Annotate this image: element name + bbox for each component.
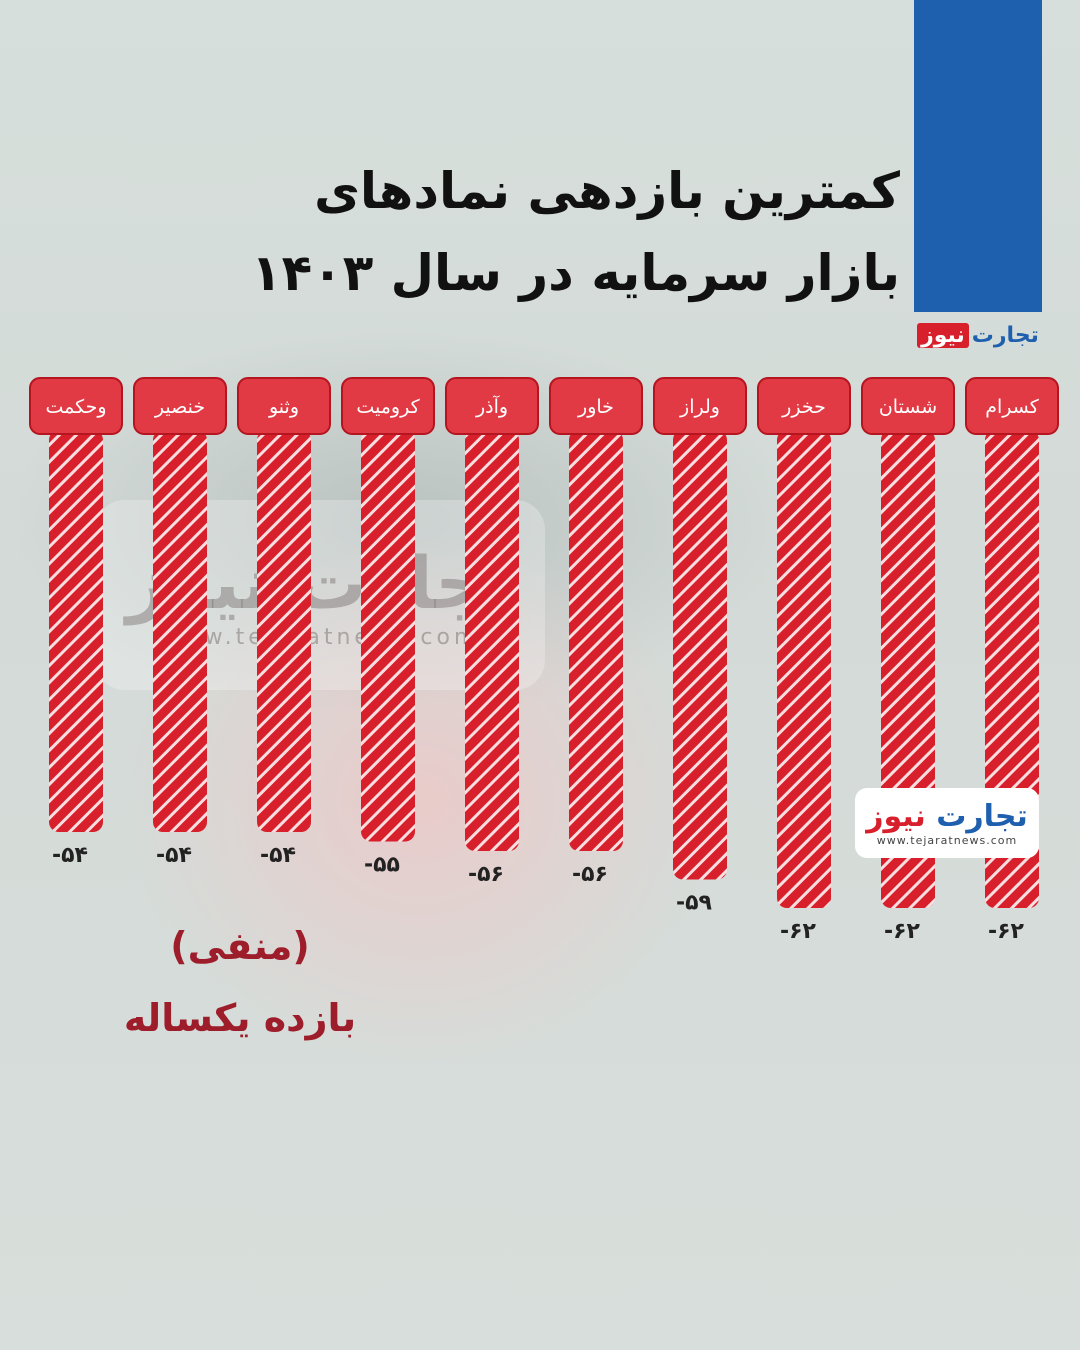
bar — [569, 430, 623, 851]
bar-group: کسرام -۶۲ — [965, 377, 1059, 944]
chart-caption: (منفی) بازده یکساله — [60, 910, 420, 1054]
category-label: شستان — [879, 396, 937, 418]
brand-logo-box: تجارت نیوز www.tejaratnews.com — [855, 788, 1039, 858]
category-label: وآذر — [475, 394, 508, 418]
category-label: وثنو — [268, 396, 299, 418]
category-label-box — [29, 377, 123, 435]
value-label: -۵۶ — [572, 862, 608, 887]
watermark-url: www.tejaratnews.com — [160, 624, 480, 650]
category-label-box — [445, 377, 539, 435]
blue-accent-tab — [914, 0, 1042, 312]
bar — [673, 430, 727, 880]
bar — [49, 430, 103, 832]
bar-group: وآذر -۵۶ — [445, 377, 539, 887]
brand-logo-url: www.tejaratnews.com — [876, 833, 1018, 847]
value-label: -۵۹ — [676, 891, 712, 916]
brand-name-part2: نیوز — [917, 322, 969, 348]
bar — [257, 430, 311, 832]
brand-logo-text: تجارت نیوز — [866, 798, 1028, 834]
caption-line-2: بازده یکساله — [123, 996, 357, 1040]
bar — [777, 430, 831, 908]
category-label: ولراز — [679, 396, 720, 418]
category-label: خنصیر — [154, 396, 205, 418]
value-label: -۵۴ — [260, 843, 296, 868]
category-label-box — [861, 377, 955, 435]
bar-group: خنصیر -۵۴ — [133, 377, 227, 868]
category-label-box — [133, 377, 227, 435]
value-label: -۶۲ — [780, 919, 817, 944]
caption-line-1: (منفی) — [170, 924, 310, 968]
category-label: خاور — [577, 396, 614, 418]
value-label: -۵۵ — [364, 853, 400, 878]
bar-group: کرومیت -۵۵ — [341, 377, 435, 878]
brand-logo-small: تجارت نیوز — [914, 318, 1042, 352]
bar-group: خاور -۵۶ — [549, 377, 643, 887]
value-label: -۶۲ — [884, 919, 921, 944]
bar — [465, 430, 519, 851]
value-label: -۵۴ — [52, 843, 88, 868]
category-label: حخزر — [781, 396, 826, 418]
bar-group: ولراز -۵۹ — [653, 377, 747, 916]
category-label-box — [341, 377, 435, 435]
value-label: -۶۲ — [988, 919, 1025, 944]
value-label: -۵۴ — [156, 843, 192, 868]
category-label-box — [653, 377, 747, 435]
bar-group: وحکمت -۵۴ — [29, 377, 123, 868]
category-label: کرومیت — [356, 396, 420, 418]
bar-group: شستان -۶۲ — [861, 377, 955, 944]
category-label: کسرام — [985, 396, 1039, 418]
bar-group: وثنو -۵۴ — [237, 377, 331, 868]
title-line-1: کمترین بازدهی نمادهای — [314, 162, 900, 220]
chart-title: کمترین بازدهی نمادهای بازار سرمایه در سا… — [251, 150, 900, 314]
bar — [361, 430, 415, 842]
bar-group: حخزر -۶۲ — [757, 377, 851, 944]
category-label-box — [237, 377, 331, 435]
category-label-box — [549, 377, 643, 435]
brand-logo-part1: تجارت — [936, 798, 1028, 834]
bar — [153, 430, 207, 832]
brand-logo-part2: نیوز — [866, 798, 926, 834]
brand-name-part1: تجارت — [971, 322, 1039, 348]
category-label-box — [757, 377, 851, 435]
title-line-2: بازار سرمایه در سال ۱۴۰۳ — [251, 244, 900, 302]
category-label: وحکمت — [45, 396, 106, 418]
value-label: -۵۶ — [468, 862, 504, 887]
category-label-box — [965, 377, 1059, 435]
